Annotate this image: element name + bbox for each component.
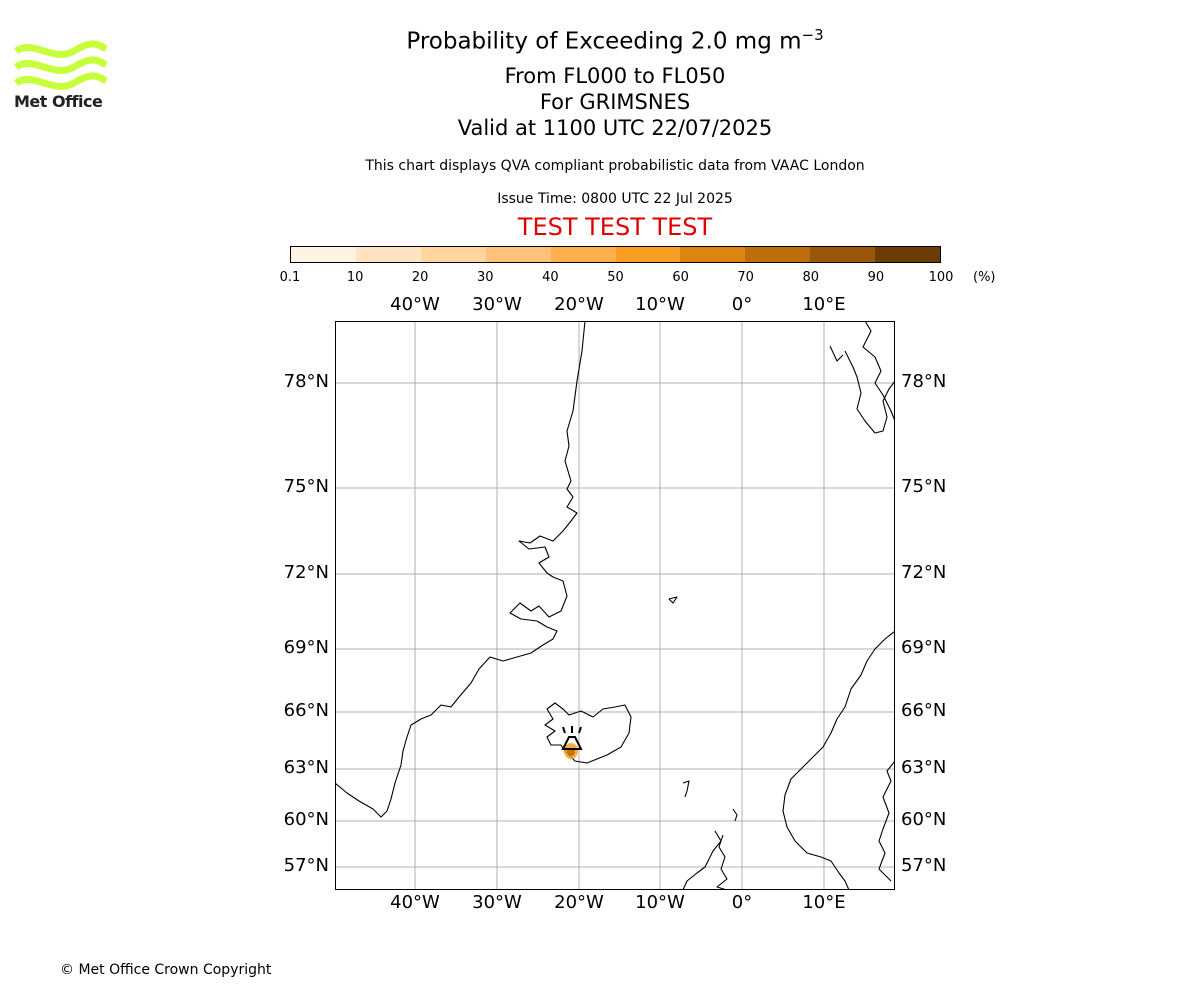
latitude-label-left: 60°N [283,809,329,830]
map-gridlines [335,321,895,890]
colorbar-tick-label: 40 [542,270,559,285]
latitude-label-right: 57°N [901,855,947,876]
norway-coastline [782,630,895,890]
longitude-label-bottom: 40°W [390,892,440,913]
colorbar-tick-label: 80 [802,270,820,285]
longitude-label-top: 0° [731,294,753,315]
jan-mayen-coastline [668,596,678,604]
longitude-label-bottom: 10°E [802,892,846,913]
latitude-label-right: 69°N [901,637,947,658]
greenland-coastline [335,321,586,818]
met-office-logo [14,40,108,90]
colorbar-segment [615,247,681,262]
longitude-label-top: 10°W [635,294,685,315]
valid-time: Valid at 1100 UTC 22/07/2025 [457,116,773,140]
longitude-label-bottom: 10°W [635,892,685,913]
chart-title: Probability of Exceeding 2.0 mg m−3 [315,26,915,55]
colorbar-tick-label: 20 [411,270,429,285]
latitude-label-left: 57°N [283,855,329,876]
flight-level-range: From FL000 to FL050 [504,64,726,88]
map-panel [335,321,895,890]
colorbar-tick-label: 60 [672,270,689,285]
latitude-label-right: 78°N [901,371,947,392]
latitude-label-right: 72°N [901,562,947,583]
longitude-label-top: 10°E [802,294,846,315]
colorbar-segment [680,247,746,262]
colorbar-tick-label: 90 [867,270,885,285]
colorbar-tick-label: 30 [477,270,494,285]
colorbar-segment [420,247,486,262]
latitude-label-right: 60°N [901,809,947,830]
longitude-label-top: 20°W [554,294,604,315]
longitude-label-bottom: 30°W [472,892,522,913]
issue-time: Issue Time: 0800 UTC 22 Jul 2025 [497,191,733,207]
logo-text: Met Office [14,92,103,111]
colorbar-tick-label: 0.1 [279,270,301,285]
latitude-label-left: 63°N [283,757,329,778]
chart-description: This chart displays QVA compliant probab… [365,158,865,174]
colorbar-unit: (%) [973,270,996,285]
colorbar-segment [875,247,941,262]
colorbar-tick-label: 10 [346,270,364,285]
map-frame [335,321,895,890]
probability-colorbar [290,246,941,263]
iceland-coastline [544,702,632,764]
latitude-label-right: 66°N [901,700,947,721]
chart-title-superscript: −3 [801,26,824,44]
colorbar-tick-label: 70 [737,270,754,285]
svalbard-coastline [829,321,895,434]
latitude-label-left: 78°N [283,371,329,392]
colorbar-segment [485,247,551,262]
latitude-label-right: 63°N [901,757,947,778]
scotland-coastline [682,830,728,890]
longitude-label-top: 40°W [390,294,440,315]
faroe-coastline [682,780,690,798]
longitude-label-bottom: 20°W [554,892,604,913]
chart-title-text: Probability of Exceeding 2.0 mg m [406,28,802,55]
latitude-label-left: 69°N [283,637,329,658]
colorbar-segment [291,247,356,262]
colorbar-segment [810,247,876,262]
volcano-icon [561,726,583,750]
longitude-label-bottom: 0° [731,892,753,913]
colorbar-segment [745,247,811,262]
shetland-coastline [732,808,738,822]
colorbar-tick-label: 100 [928,270,954,285]
latitude-label-left: 72°N [283,562,329,583]
copyright: © Met Office Crown Copyright [60,962,272,978]
latitude-label-right: 75°N [901,476,947,497]
colorbar-segment [355,247,421,262]
longitude-label-top: 30°W [472,294,522,315]
latitude-label-left: 75°N [283,476,329,497]
colorbar-tick-label: 50 [607,270,624,285]
latitude-label-left: 66°N [283,700,329,721]
ash-probability-plume [564,743,578,759]
volcano-name: For GRIMSNES [539,90,691,114]
colorbar-segment [550,247,616,262]
test-banner: TEST TEST TEST [517,213,713,241]
